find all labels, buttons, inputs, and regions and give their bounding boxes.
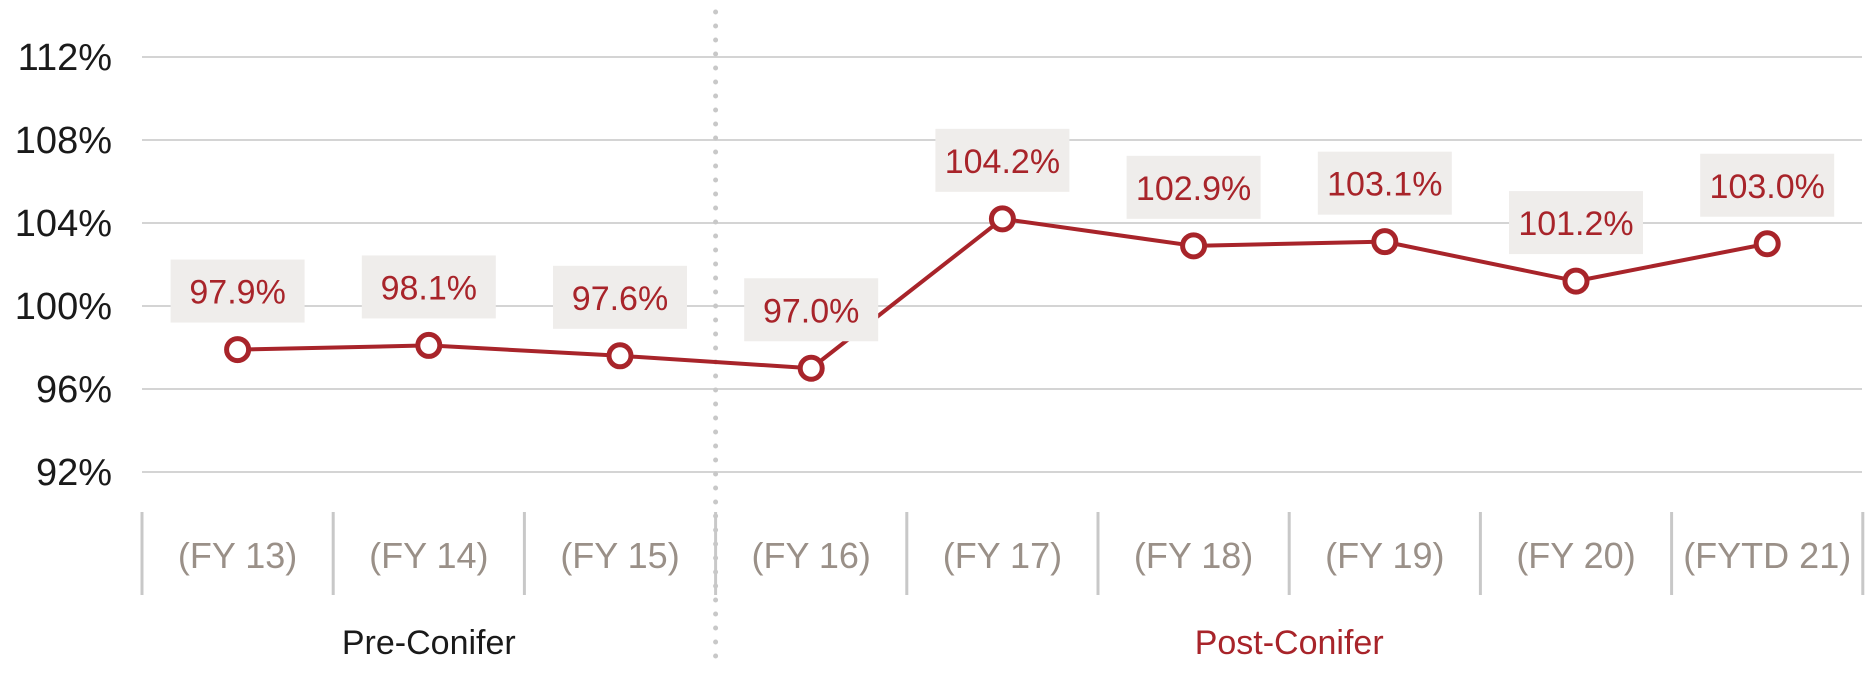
data-label-box [1700, 153, 1835, 217]
data-label-text: 103.1% [1327, 166, 1442, 204]
data-point [1562, 267, 1590, 295]
x-axis: (FY 13) (FY 14) (FY 15) (FY 16) (FY 17) (FY 1… [140, 512, 1865, 595]
data-point [988, 205, 1016, 233]
y-tick-label: 100% [15, 286, 112, 328]
data-label: 97.9% [170, 259, 305, 323]
x-tick-label: (FY 18) [1134, 535, 1253, 576]
data-label-box [744, 278, 879, 342]
series-line: 97.9% 98.1% 97.6% 97.0% 104.2% 102.9% 103.1% 10… [170, 128, 1835, 382]
data-label: 97.6% [553, 265, 687, 329]
y-tick-label: 104% [15, 203, 112, 245]
y-tick-label: 92% [36, 452, 112, 494]
data-label: 102.9% [1126, 155, 1261, 219]
data-label-text: 102.9% [1136, 170, 1251, 208]
y-tick-label: 96% [36, 369, 112, 411]
group-label: Post-Conifer [1195, 624, 1384, 662]
data-label-box [553, 265, 687, 329]
period-group-labels: Pre-Conifer Post-Conifer [342, 624, 1384, 662]
data-label-box [1126, 155, 1261, 219]
data-label-text: 103.0% [1710, 168, 1825, 206]
data-point [224, 336, 252, 364]
data-label-text: 97.0% [763, 292, 859, 330]
x-tick-label: (FY 13) [178, 535, 297, 576]
x-tick-label: (FY 15) [560, 535, 679, 576]
x-tick-label: (FYTD 21) [1683, 535, 1851, 576]
data-label-text: 97.9% [189, 274, 285, 312]
data-point [1753, 230, 1781, 258]
data-point [1371, 228, 1399, 256]
y-tick-label: 112% [18, 37, 112, 79]
x-tick-label: (FY 14) [369, 535, 488, 576]
data-label-text: 98.1% [381, 269, 477, 307]
data-label-text: 101.2% [1518, 205, 1633, 243]
data-label: 104.2% [935, 128, 1070, 192]
data-label-text: 97.6% [572, 280, 668, 318]
x-tick-label: (FY 20) [1516, 535, 1635, 576]
data-label-box [361, 255, 496, 319]
data-label-box [170, 259, 305, 323]
x-tick-label: (FY 16) [752, 535, 871, 576]
data-label: 103.0% [1700, 153, 1835, 217]
y-tick-label: 108% [15, 120, 112, 162]
data-point [1180, 232, 1208, 260]
data-label: 103.1% [1317, 151, 1452, 215]
data-label-box [1509, 191, 1643, 255]
data-label: 98.1% [361, 255, 496, 319]
data-point [797, 354, 825, 382]
data-point [415, 331, 443, 359]
x-tick-label: (FY 19) [1325, 535, 1444, 576]
y-axis: 92% 96% 100% 104% 108% 112% [15, 37, 112, 494]
data-label: 97.0% [744, 278, 879, 342]
group-label: Pre-Conifer [342, 624, 516, 662]
data-label-text: 104.2% [945, 143, 1060, 181]
x-tick-label: (FY 17) [943, 535, 1062, 576]
data-label-box [935, 128, 1070, 192]
data-point [606, 342, 634, 370]
data-label: 101.2% [1509, 191, 1643, 255]
data-label-box [1317, 151, 1452, 215]
